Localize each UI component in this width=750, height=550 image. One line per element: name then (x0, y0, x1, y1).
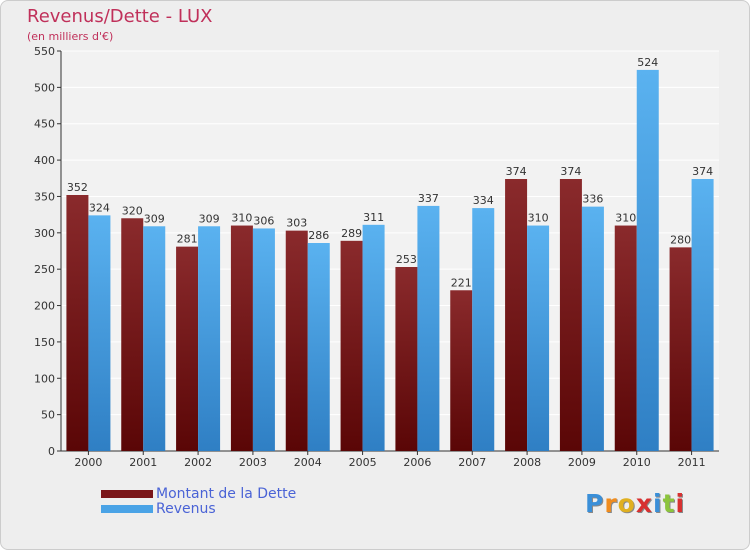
proxiti-logo: Proxiti (585, 489, 685, 518)
legend-label-dette: Montant de la Dette (156, 486, 297, 502)
logo-letter: r (604, 489, 618, 518)
data-label: 310 (615, 212, 636, 225)
logo-letter: P (585, 489, 605, 518)
y-tick-label: 0 (48, 445, 55, 458)
x-tick-label: 2004 (294, 456, 322, 469)
bar-revenus (691, 179, 714, 451)
data-label: 324 (89, 201, 110, 214)
bar-dette (395, 267, 418, 451)
data-label: 306 (253, 214, 274, 227)
logo-letter: x (635, 489, 653, 518)
data-label: 336 (582, 193, 603, 206)
bar-dette (176, 246, 199, 451)
x-tick-label: 2000 (74, 456, 102, 469)
bar-dette (230, 225, 253, 451)
bar-dette (450, 290, 473, 451)
y-tick-label: 350 (34, 190, 55, 203)
data-label: 286 (308, 229, 329, 242)
data-label: 310 (231, 212, 252, 225)
y-tick-label: 100 (34, 372, 55, 385)
legend-swatch-dette (101, 490, 153, 498)
x-tick-label: 2003 (239, 456, 267, 469)
data-label: 309 (199, 212, 220, 225)
x-tick-label: 2008 (513, 456, 541, 469)
chart-title: Revenus/Dette - LUX (27, 6, 213, 27)
chart-subtitle: (en milliers d'€) (27, 30, 114, 43)
bar-dette (66, 195, 89, 451)
x-tick-label: 2002 (184, 456, 212, 469)
bar-revenus (581, 206, 604, 451)
x-tick-label: 2005 (349, 456, 377, 469)
bar-revenus (198, 226, 221, 451)
data-label: 221 (451, 276, 472, 289)
legend-label-revenus: Revenus (156, 501, 216, 517)
y-tick-label: 150 (34, 336, 55, 349)
data-label: 352 (67, 181, 88, 194)
data-label: 320 (122, 204, 143, 217)
data-label: 303 (286, 217, 307, 230)
bar-revenus (472, 208, 495, 451)
logo-letter: t (662, 489, 676, 518)
data-label: 524 (637, 56, 658, 69)
logo-letter: i (653, 489, 663, 518)
bar-revenus (636, 69, 659, 451)
y-tick-label: 250 (34, 263, 55, 276)
bar-dette (614, 225, 637, 451)
data-label: 310 (528, 212, 549, 225)
y-tick-label: 300 (34, 227, 55, 240)
bar-revenus (88, 215, 111, 451)
y-tick-label: 500 (34, 81, 55, 94)
y-tick-label: 550 (34, 45, 55, 58)
bar-revenus (307, 243, 330, 451)
bar-dette (340, 240, 363, 451)
y-tick-label: 450 (34, 118, 55, 131)
data-label: 334 (473, 194, 494, 207)
x-tick-label: 2007 (458, 456, 486, 469)
y-tick-label: 200 (34, 300, 55, 313)
data-label: 374 (506, 165, 527, 178)
data-label: 311 (363, 211, 384, 224)
bar-revenus (143, 226, 166, 451)
bar-dette (669, 247, 692, 451)
y-tick-label: 50 (41, 409, 55, 422)
data-label: 374 (692, 165, 713, 178)
x-tick-label: 2006 (403, 456, 431, 469)
bar-revenus (362, 224, 385, 451)
data-label: 281 (177, 233, 198, 246)
data-label: 337 (418, 192, 439, 205)
bar-dette (559, 179, 582, 451)
bar-revenus (417, 205, 440, 451)
bar-revenus (527, 225, 550, 451)
x-tick-label: 2011 (678, 456, 706, 469)
data-label: 253 (396, 253, 417, 266)
x-tick-label: 2009 (568, 456, 596, 469)
plot-area (61, 51, 719, 451)
logo-letter: o (617, 489, 636, 518)
x-tick-label: 2010 (623, 456, 651, 469)
data-label: 374 (560, 165, 581, 178)
bar-dette (505, 179, 528, 451)
logo-letter: i (675, 489, 686, 518)
bar-dette (285, 230, 308, 451)
data-label: 280 (670, 233, 691, 246)
data-label: 309 (144, 212, 165, 225)
bar-revenus (252, 228, 275, 451)
data-label: 289 (341, 227, 362, 240)
bar-dette (121, 218, 144, 451)
y-tick-label: 400 (34, 154, 55, 167)
legend-swatch-revenus (101, 505, 153, 513)
x-tick-label: 2001 (129, 456, 157, 469)
